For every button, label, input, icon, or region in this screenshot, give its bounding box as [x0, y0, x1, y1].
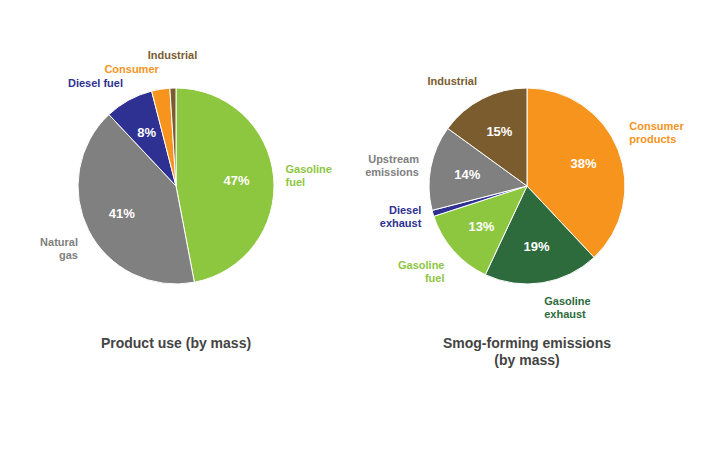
data-label: 19%	[523, 239, 549, 254]
slice-label: Consumer	[104, 63, 159, 75]
chart: 47% 41% 8% Gasolinefuel Naturalgas Diesel fue…	[0, 0, 702, 450]
chart-title: Smog-forming emissions(by mass)	[443, 335, 611, 368]
slice-label: Consumerproducts	[629, 120, 684, 145]
data-label: 41%	[109, 206, 135, 221]
pie-slice	[170, 88, 176, 186]
chart-title: Product use (by mass)	[101, 335, 251, 351]
data-label: 47%	[223, 173, 249, 188]
data-label: 8%	[137, 125, 156, 140]
pie-slice	[448, 88, 527, 186]
slice-label: Gasolinefuel	[286, 163, 332, 188]
slice-label: Naturalgas	[40, 236, 78, 261]
slice-label: Upstreamemissions	[365, 153, 419, 178]
pie	[78, 88, 274, 284]
slice-label: Dieselexhaust	[380, 204, 422, 229]
pie-slice	[176, 88, 274, 282]
slice-label: Industrial	[428, 75, 478, 87]
slice-label: Gasolinefuel	[398, 259, 444, 284]
slice-label: Gasolineexhaust	[544, 295, 590, 320]
data-label: 13%	[468, 219, 494, 234]
slice-label: Industrial	[148, 49, 198, 61]
slice-label: Diesel fuel	[68, 77, 123, 89]
data-label: 38%	[570, 156, 596, 171]
pie	[429, 88, 625, 284]
data-label: 14%	[454, 167, 480, 182]
data-label: 15%	[486, 124, 512, 139]
